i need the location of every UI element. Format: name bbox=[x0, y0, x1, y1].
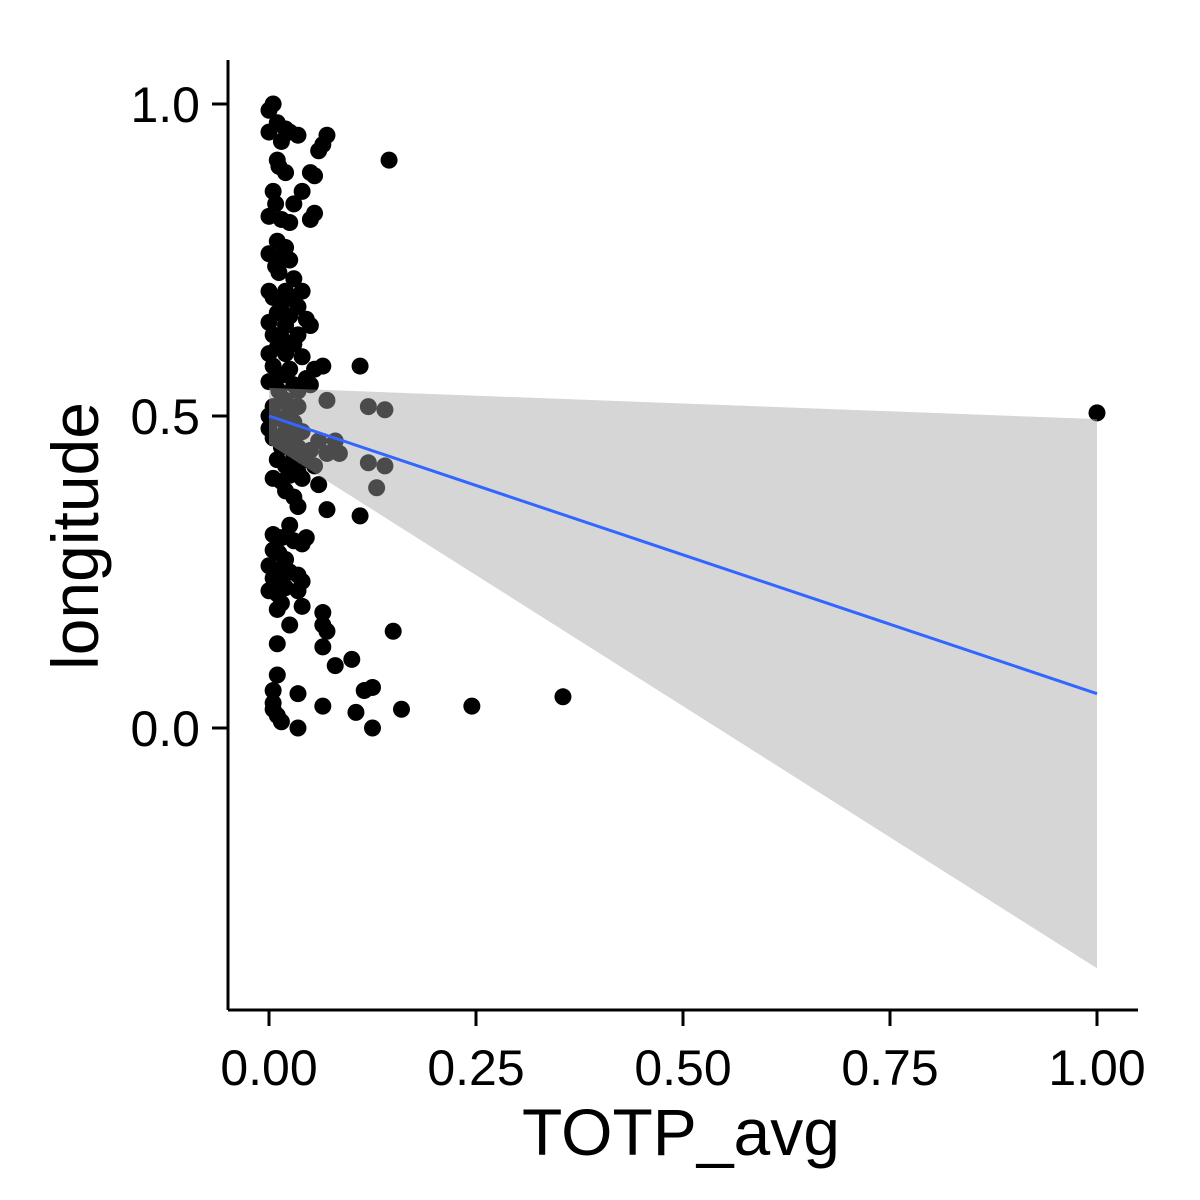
data-point bbox=[293, 182, 311, 200]
x-tick-label: 0.25 bbox=[427, 1040, 524, 1096]
data-point bbox=[347, 703, 365, 721]
x-tick-label: 0.75 bbox=[841, 1040, 938, 1096]
data-point bbox=[330, 444, 348, 462]
confidence-band-overlay bbox=[269, 387, 1097, 969]
data-point bbox=[264, 682, 282, 700]
data-point bbox=[380, 151, 398, 169]
y-tick-label: 0.5 bbox=[130, 389, 200, 445]
data-point bbox=[318, 444, 336, 462]
data-point bbox=[270, 263, 288, 281]
data-point bbox=[301, 317, 319, 335]
data-point bbox=[351, 507, 369, 525]
data-point bbox=[314, 638, 332, 656]
data-point bbox=[364, 719, 381, 737]
data-point bbox=[272, 713, 290, 731]
data-point bbox=[359, 454, 377, 472]
data-point bbox=[289, 719, 307, 737]
data-point bbox=[268, 635, 286, 653]
data-point bbox=[293, 348, 311, 366]
data-point bbox=[264, 95, 282, 113]
x-axis-title: TOTP_avg bbox=[522, 1095, 840, 1169]
data-point bbox=[314, 357, 332, 375]
data-point bbox=[318, 501, 336, 519]
data-point bbox=[285, 195, 303, 213]
data-point bbox=[368, 479, 386, 497]
data-point bbox=[289, 126, 307, 144]
data-point bbox=[355, 682, 373, 700]
data-point bbox=[277, 345, 295, 363]
data-point bbox=[281, 251, 299, 269]
data-point bbox=[289, 497, 307, 515]
data-point bbox=[306, 457, 324, 475]
data-point bbox=[306, 167, 324, 185]
data-point bbox=[268, 600, 286, 618]
data-point bbox=[359, 398, 377, 416]
fit-line-layer bbox=[268, 387, 1098, 969]
points-layer bbox=[260, 95, 1106, 737]
data-point bbox=[554, 688, 572, 706]
data-point bbox=[281, 214, 299, 232]
confidence-band-layer bbox=[269, 387, 1097, 969]
data-point bbox=[293, 597, 311, 615]
data-point bbox=[281, 516, 299, 534]
data-point bbox=[326, 657, 344, 675]
data-point bbox=[376, 401, 394, 419]
confidence-band bbox=[269, 387, 1097, 969]
y-tick-label: 0.0 bbox=[130, 701, 200, 757]
data-point bbox=[268, 666, 286, 684]
data-point bbox=[267, 195, 285, 213]
data-point bbox=[293, 469, 311, 487]
x-tick-label: 0.00 bbox=[220, 1040, 317, 1096]
data-point bbox=[1088, 404, 1106, 422]
data-point bbox=[289, 582, 307, 600]
data-point bbox=[343, 650, 361, 668]
data-point bbox=[318, 622, 336, 640]
data-point bbox=[277, 164, 295, 182]
data-point bbox=[463, 697, 481, 715]
data-point bbox=[314, 697, 332, 715]
y-tick-label: 1.0 bbox=[130, 77, 200, 133]
data-point bbox=[289, 685, 307, 703]
data-point bbox=[293, 535, 311, 553]
data-point bbox=[306, 204, 324, 222]
fit-line bbox=[268, 414, 1098, 696]
data-point bbox=[318, 391, 336, 409]
data-point bbox=[289, 398, 307, 416]
data-point bbox=[310, 476, 328, 494]
data-point bbox=[376, 457, 394, 475]
data-point bbox=[314, 604, 332, 622]
data-point bbox=[260, 123, 278, 141]
data-point bbox=[392, 700, 410, 718]
data-point bbox=[285, 270, 303, 288]
x-tick-label: 1.00 bbox=[1048, 1040, 1145, 1096]
x-tick-label: 0.50 bbox=[634, 1040, 731, 1096]
data-point bbox=[384, 622, 402, 640]
y-axis-title: longitude bbox=[38, 402, 112, 670]
x-ticks-layer: 0.00 0.25 0.50 0.75 1.00 bbox=[220, 1010, 1146, 1096]
data-point bbox=[289, 382, 307, 400]
data-point bbox=[351, 357, 369, 375]
data-point bbox=[281, 616, 299, 634]
y-ticks-layer: 0.0 0.5 1.0 bbox=[130, 77, 228, 757]
data-point bbox=[310, 142, 328, 160]
